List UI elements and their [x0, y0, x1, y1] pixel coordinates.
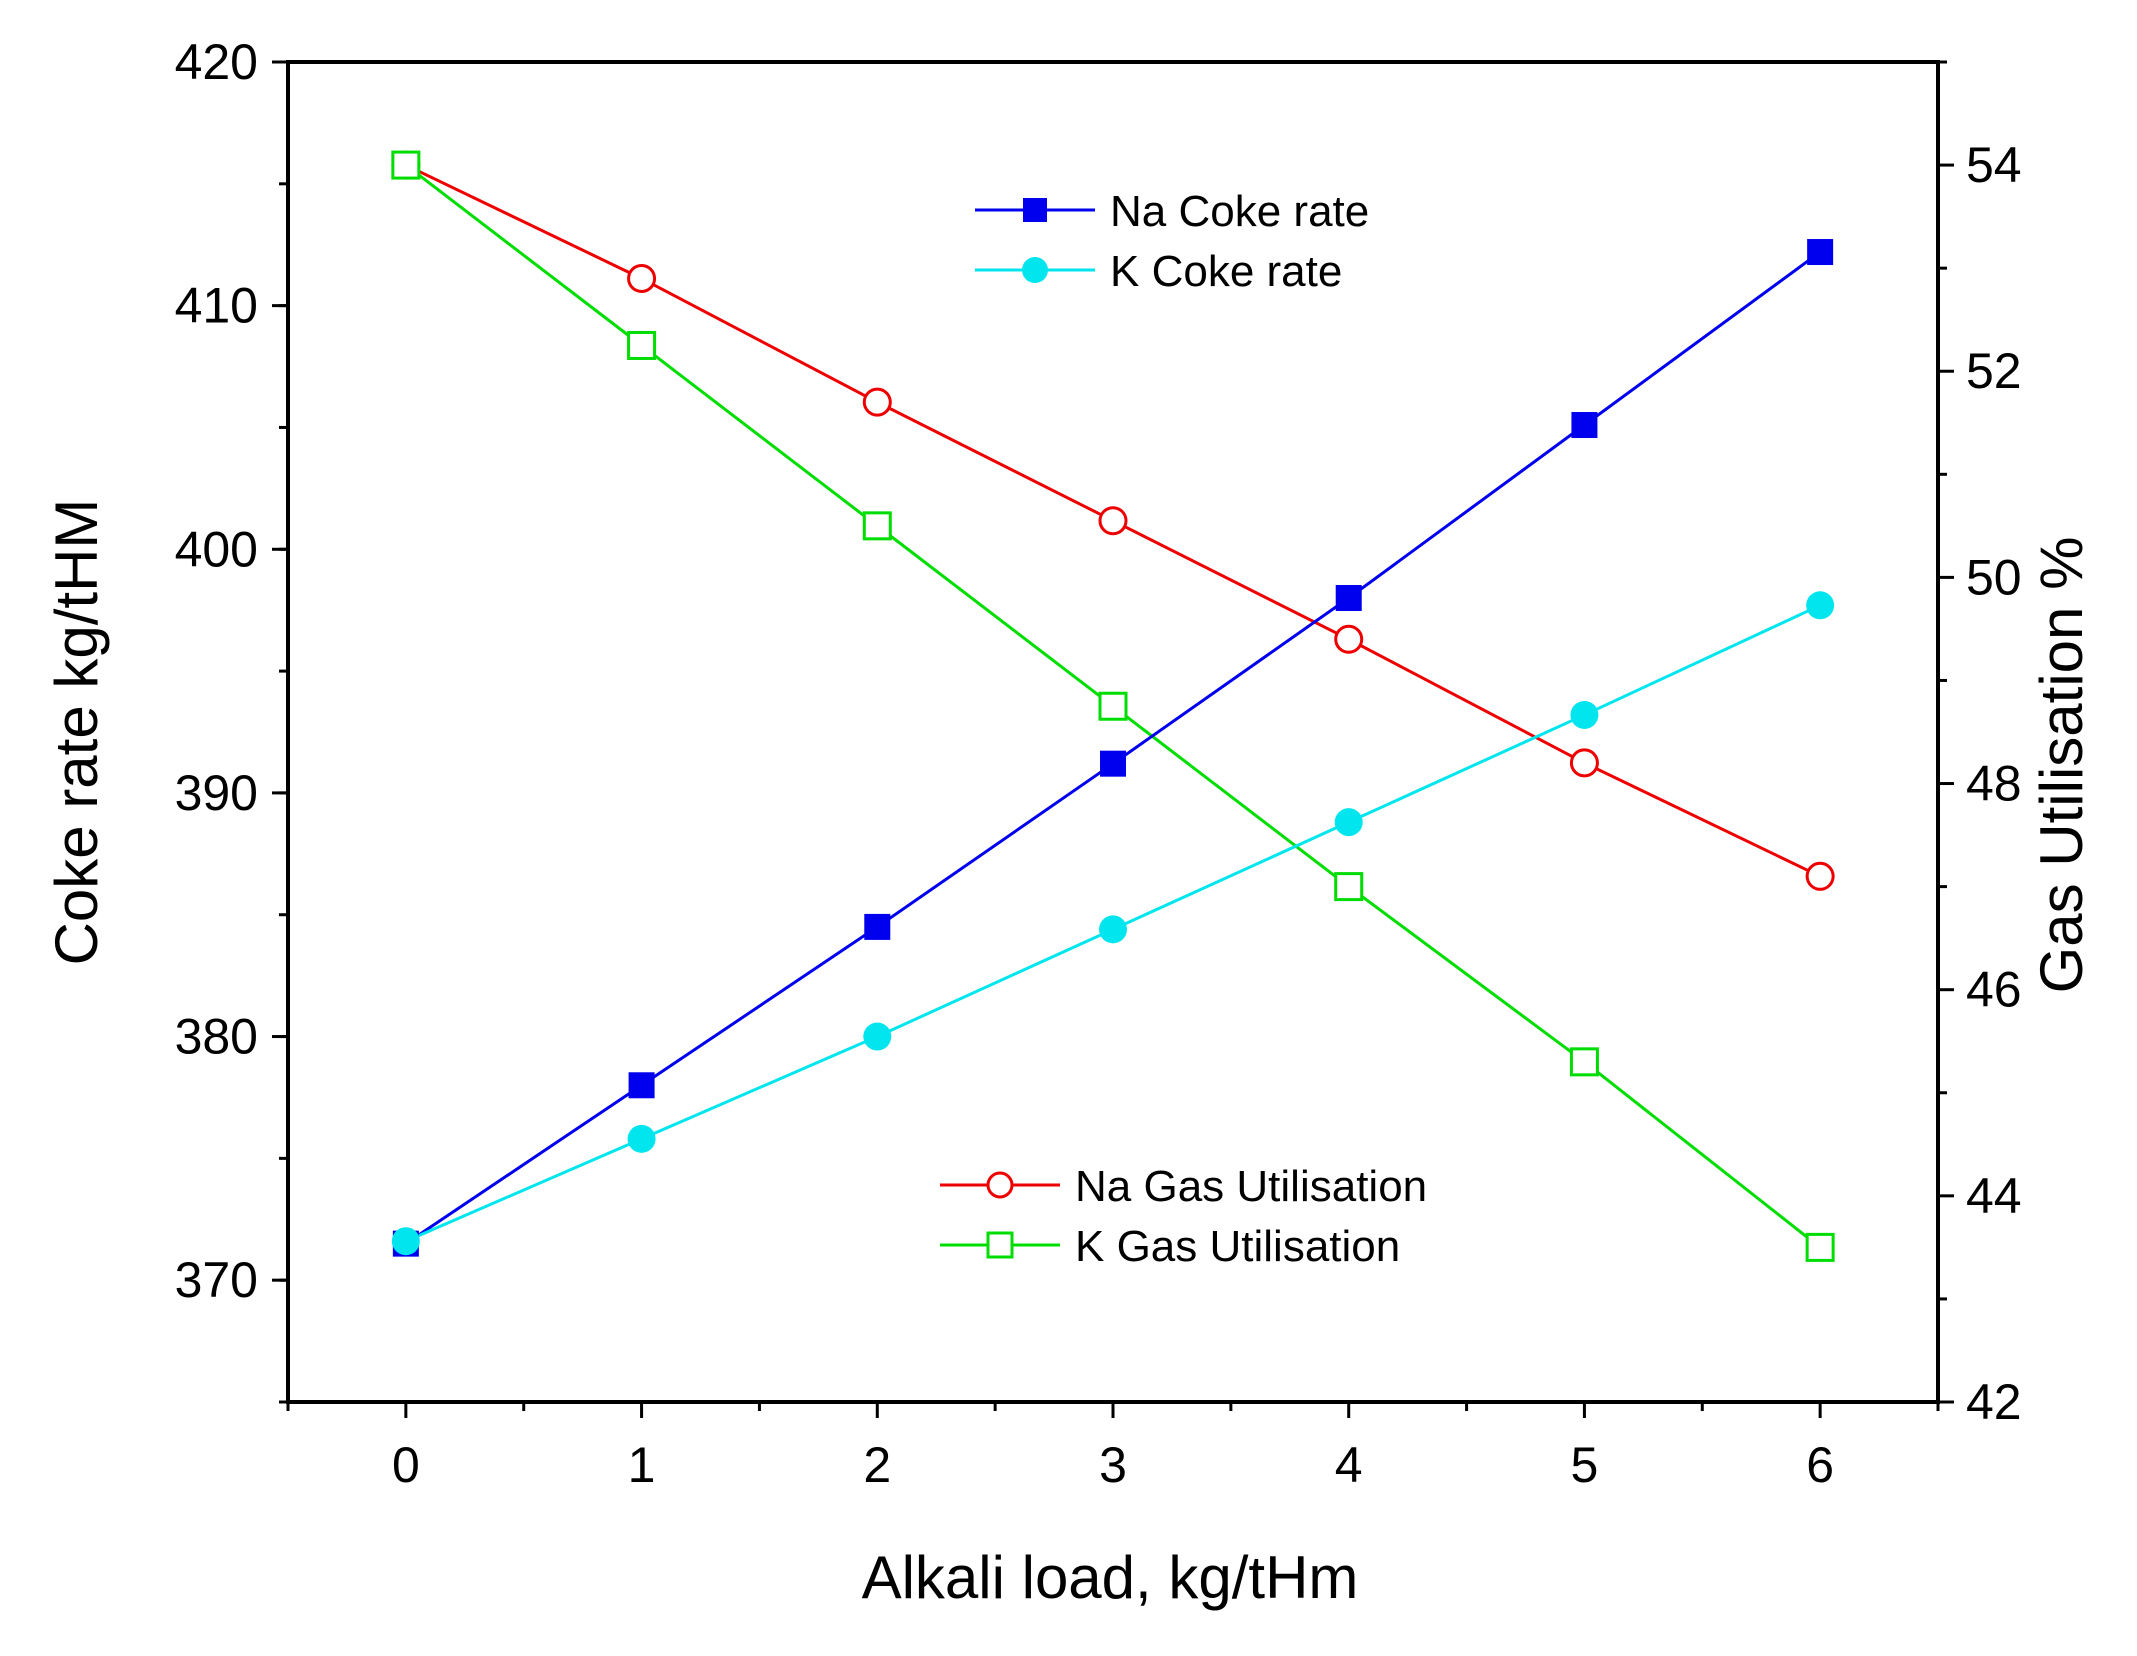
na-gas-utilisation-point — [1805, 861, 1835, 891]
na-coke-rate-line — [405, 250, 1822, 1245]
y-left-tick-label: 380 — [175, 1009, 258, 1065]
legends: Na Coke rate K Coke rate Na Gas Utilisatio… — [940, 187, 1427, 1271]
y-left-tick-label: 390 — [175, 765, 258, 821]
x-tick-label: 6 — [1806, 1437, 1834, 1493]
x-tick-label: 0 — [392, 1437, 420, 1493]
legend-top-center: Na Coke rate K Coke rate — [975, 187, 1369, 296]
y-left-tick-label: 400 — [175, 521, 258, 577]
y-left-tick-label: 410 — [175, 278, 258, 334]
x-axis-title: Alkali load, kg/tHm — [862, 1544, 1359, 1611]
y-right-tick-label: 42 — [1966, 1374, 2022, 1430]
y-right-tick-label: 48 — [1966, 756, 2022, 812]
y-right-tick-label: 46 — [1966, 962, 2022, 1018]
legend-label-k-coke-rate: K Coke rate — [1110, 247, 1342, 296]
k-coke-rate-point — [1806, 591, 1835, 620]
x-tick-label: 4 — [1335, 1437, 1363, 1493]
y-right-tick-label: 44 — [1966, 1168, 2022, 1224]
k-gas-utilisation-point — [1805, 1232, 1835, 1262]
k-coke-rate-point — [391, 1227, 420, 1256]
legend-marker-na-gas-utilisation — [986, 1171, 1014, 1199]
na-coke-rate-point — [864, 913, 891, 940]
k-coke-rate-point — [627, 1124, 656, 1153]
legend-marker-na-coke-rate — [1023, 198, 1047, 222]
k-coke-rate-point — [1334, 808, 1363, 837]
na-coke-rate-point — [1807, 239, 1834, 266]
na-coke-rate-point — [628, 1072, 655, 1099]
y-right-axis-title: Gas Utilisation % — [2028, 537, 2095, 994]
k-coke-rate-point — [863, 1022, 892, 1051]
na-gas-utilisation-point — [1098, 506, 1128, 536]
series-markers — [391, 150, 1835, 1262]
legend-label-na-gas-utilisation: Na Gas Utilisation — [1075, 1162, 1427, 1211]
y-left-axis-title: Coke rate kg/tHM — [43, 499, 110, 966]
x-tick-label: 2 — [863, 1437, 891, 1493]
na-coke-rate-point — [1335, 585, 1362, 611]
y-left-tick-label: 420 — [175, 34, 258, 90]
y-right-tick-label: 54 — [1966, 137, 2022, 193]
x-tick-label: 3 — [1099, 1437, 1127, 1493]
k-gas-utilisation-point — [627, 330, 657, 360]
na-gas-utilisation-point — [1334, 624, 1364, 654]
legend-bottom-center: Na Gas Utilisation K Gas Utilisation — [940, 1162, 1427, 1271]
na-coke-rate-point — [1100, 750, 1126, 777]
k-gas-utilisation-point — [391, 150, 421, 180]
k-coke-rate-point — [1570, 700, 1599, 729]
k-gas-utilisation-point — [1098, 691, 1128, 721]
k-gas-utilisation-point — [1569, 1047, 1599, 1077]
y-right-tick-label: 50 — [1966, 549, 2022, 605]
na-gas-utilisation-point — [1569, 748, 1599, 778]
k-gas-utilisation-point — [1334, 872, 1364, 902]
na-gas-utilisation-point — [627, 263, 657, 293]
legend-marker-k-gas-utilisation — [986, 1231, 1014, 1259]
k-coke-rate-point — [1099, 915, 1127, 944]
k-gas-utilisation-point — [862, 511, 892, 541]
legend-marker-k-coke-rate — [1022, 257, 1048, 283]
x-tick-label: 5 — [1571, 1437, 1599, 1493]
legend-label-na-coke-rate: Na Coke rate — [1110, 187, 1369, 236]
y-right-tick-label: 52 — [1966, 343, 2022, 399]
na-coke-rate-point — [1571, 412, 1598, 439]
x-tick-label: 1 — [628, 1437, 656, 1493]
na-gas-utilisation-point — [862, 387, 892, 417]
y-left-tick-label: 370 — [175, 1252, 258, 1308]
axis-ticks: 0 1 2 3 4 5 6 370 380 390 400 410 420 42 44 46 48 50 52 54 — [175, 34, 2022, 1493]
legend-label-k-gas-utilisation: K Gas Utilisation — [1075, 1222, 1400, 1271]
